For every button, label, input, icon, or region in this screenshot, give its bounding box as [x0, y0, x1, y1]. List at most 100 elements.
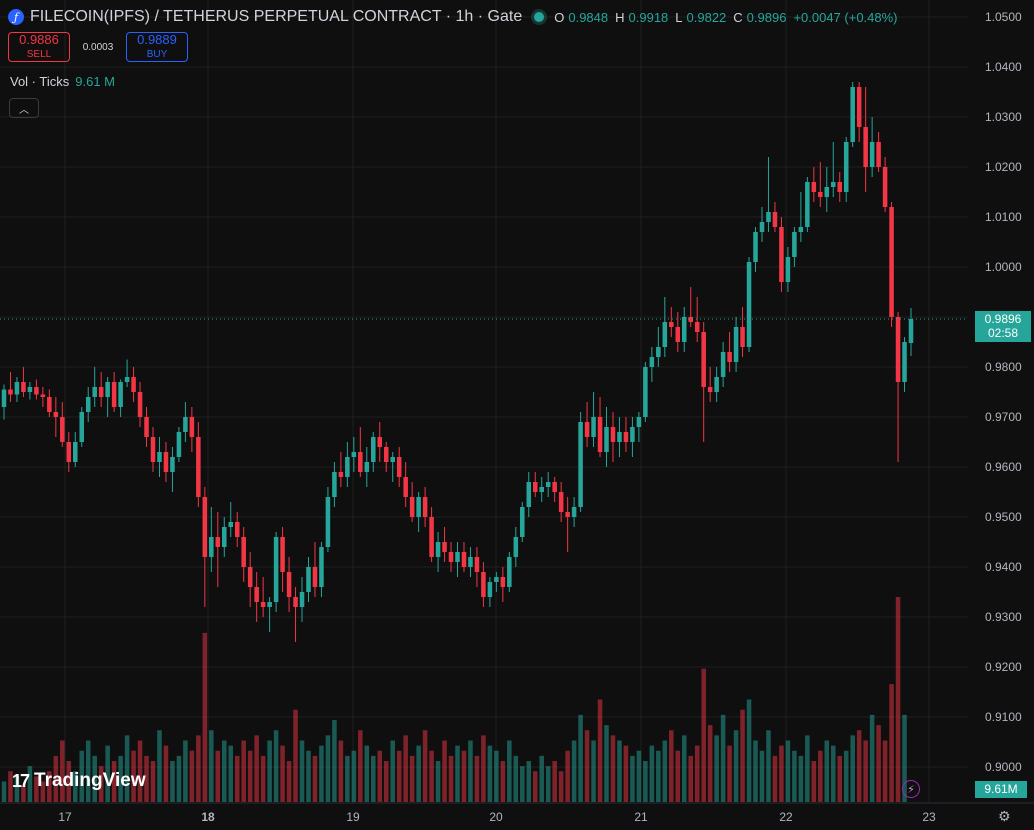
buy-label: BUY — [146, 49, 168, 60]
candle-body — [338, 472, 344, 477]
volume-bar — [565, 750, 570, 802]
trade-panel: 0.9886 SELL 0.0003 0.9889 BUY — [8, 32, 188, 62]
candle-body — [513, 537, 519, 557]
volume-bar — [513, 755, 519, 802]
volume-bar — [617, 740, 622, 802]
candle-body — [273, 537, 279, 602]
candle-body — [442, 542, 447, 552]
lightning-icon[interactable]: ⚡ — [902, 780, 920, 798]
candle-body — [895, 317, 901, 382]
candle-body — [286, 572, 292, 597]
candle-body — [222, 527, 227, 547]
candle-body — [889, 207, 894, 317]
price-tick-label: 1.0400 — [985, 60, 1022, 74]
volume-bar — [610, 735, 616, 802]
time-tick-label: 20 — [489, 810, 503, 824]
candle-body — [306, 567, 311, 592]
volume-bar — [215, 750, 221, 802]
price-tick-label: 1.0500 — [985, 10, 1022, 24]
candle-body — [746, 262, 752, 347]
volume-bar — [727, 745, 732, 802]
volume-bar — [267, 740, 272, 802]
sell-button[interactable]: 0.9886 SELL — [8, 32, 70, 62]
volume-bar — [733, 730, 739, 802]
candle-body — [649, 357, 655, 367]
time-tick-label: 23 — [922, 810, 936, 824]
candle-body — [481, 572, 486, 597]
candle-body — [422, 497, 428, 517]
volume-bar — [286, 761, 292, 802]
volume-bar — [656, 750, 661, 802]
volume-legend[interactable]: Vol · Ticks 9.61 M — [10, 74, 115, 89]
price-tick-label: 1.0100 — [985, 210, 1022, 224]
candle-body — [902, 342, 907, 382]
candle-body — [79, 412, 85, 442]
volume-bar — [435, 761, 441, 802]
tradingview-logo[interactable]: 17 TradingView — [12, 770, 146, 792]
volume-bar — [824, 740, 830, 802]
sell-label: SELL — [26, 49, 52, 60]
high-value: 0.9918 — [628, 9, 669, 25]
buy-button[interactable]: 0.9889 BUY — [126, 32, 188, 62]
volume-bar — [332, 720, 337, 802]
candle-body — [714, 377, 719, 392]
volume-bar — [636, 750, 642, 802]
candle-body — [597, 417, 603, 452]
candle-body — [124, 377, 130, 382]
candle-body — [507, 557, 512, 587]
candle-body — [604, 427, 609, 452]
volume-bar — [481, 735, 486, 802]
volume-bar — [72, 771, 78, 802]
candle-body — [571, 507, 577, 517]
time-tick-label: 22 — [779, 810, 793, 824]
candle-body — [209, 537, 214, 557]
volume-bar — [545, 766, 551, 802]
volume-bar — [377, 750, 383, 802]
volume-bar — [830, 745, 836, 802]
price-tick-label: 0.9600 — [985, 460, 1022, 474]
volume-bar — [792, 750, 797, 802]
volume-bar — [643, 761, 648, 802]
candle-body — [241, 537, 246, 567]
candle-body — [358, 452, 363, 472]
volume-tag: 9.61M — [975, 781, 1027, 798]
candle-body — [805, 182, 810, 227]
price-tick-label: 0.9500 — [985, 510, 1022, 524]
volume-bar — [47, 771, 52, 802]
candle-body — [850, 87, 855, 142]
collapse-legend-button[interactable]: ︿ — [9, 98, 39, 118]
volume-bars — [1, 597, 907, 802]
symbol-header: ƒ FILECOIN(IPFS) / TETHERUS PERPETUAL CO… — [8, 6, 901, 28]
price-tick-label: 0.9400 — [985, 560, 1022, 574]
candle-body — [228, 522, 234, 527]
volume-bar — [325, 735, 331, 802]
candle-body — [500, 577, 506, 587]
volume-bar — [623, 745, 629, 802]
candle-body — [474, 557, 480, 572]
time-tick-label: 21 — [634, 810, 648, 824]
price-tick-label: 1.0000 — [985, 260, 1022, 274]
volume-bar — [902, 714, 907, 802]
candle-body — [293, 597, 298, 607]
candle-body — [118, 382, 123, 407]
candle-body — [53, 412, 59, 417]
candle-body — [623, 432, 629, 442]
volume-bar — [539, 755, 544, 802]
candle-body — [727, 352, 732, 362]
tradingview-logo-icon: 17 — [12, 770, 30, 791]
candle-body — [591, 417, 596, 437]
candle-body — [818, 192, 823, 197]
candle-body — [351, 452, 357, 457]
candle-body — [27, 387, 33, 392]
symbol-title[interactable]: FILECOIN(IPFS) / TETHERUS PERPETUAL CONT… — [30, 8, 523, 25]
volume-bar — [578, 714, 583, 802]
candle-body — [882, 167, 888, 207]
gear-icon[interactable]: ⚙ — [998, 808, 1011, 824]
volume-bar — [228, 745, 234, 802]
candle-body — [792, 232, 797, 257]
candle-body — [908, 319, 914, 343]
candle-body — [759, 222, 765, 232]
volume-bar — [260, 755, 266, 802]
price-tick-label: 1.0200 — [985, 160, 1022, 174]
